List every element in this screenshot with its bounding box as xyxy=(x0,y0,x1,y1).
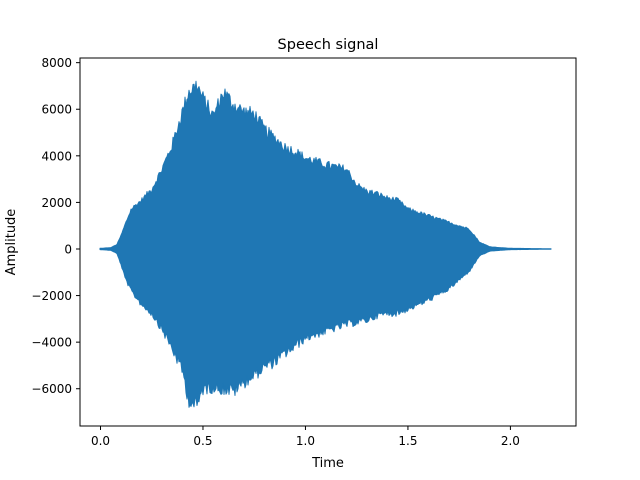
y-tick-label: 4000 xyxy=(41,149,72,163)
x-axis-ticks: 0.0 0.5 1.0 1.5 2.0 xyxy=(91,426,520,448)
y-tick-label: 8000 xyxy=(41,56,72,70)
x-tick-label: 2.0 xyxy=(501,434,520,448)
y-tick-label: −6000 xyxy=(31,382,72,396)
y-tick-label: 6000 xyxy=(41,103,72,117)
y-tick-label: 0 xyxy=(64,242,72,256)
y-axis-label: Amplitude xyxy=(4,209,19,276)
y-axis-ticks: −6000 −4000 −2000 0 2000 4000 6000 8000 xyxy=(31,56,80,396)
x-tick-label: 0.0 xyxy=(91,434,110,448)
y-tick-label: −4000 xyxy=(31,336,72,350)
x-tick-label: 1.0 xyxy=(296,434,315,448)
y-tick-label: −2000 xyxy=(31,289,72,303)
y-tick-label: 2000 xyxy=(41,196,72,210)
chart-title: Speech signal xyxy=(278,37,379,53)
plot-layer xyxy=(99,80,552,408)
x-tick-label: 0.5 xyxy=(193,434,212,448)
axes-frame xyxy=(79,57,577,427)
waveform-series-line xyxy=(99,80,552,408)
x-tick-label: 1.5 xyxy=(398,434,417,448)
x-axis-label: Time xyxy=(311,456,344,471)
